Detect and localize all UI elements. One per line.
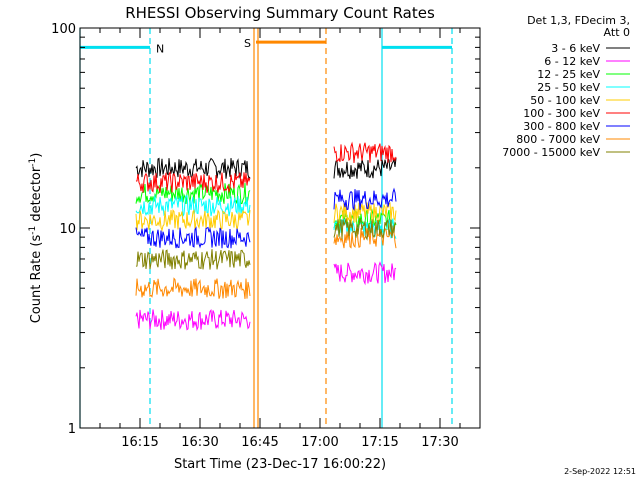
x-tick-label: 16:30 [181,435,218,450]
series-trace [135,194,251,217]
series-trace [333,187,397,212]
series-trace [135,226,251,249]
orbit-bar-label: N [156,42,164,55]
legend-header: Att 0 [604,26,630,39]
legend-entry-label: 50 - 100 keV [530,94,600,107]
y-axis-label-rest: detector [29,166,44,226]
y-axis: 1 10 100 [51,22,480,437]
series-trace [135,182,251,205]
y-tick-label: 10 [59,222,76,237]
series-trace [333,261,397,286]
y-axis-label-sup2: -1 [28,158,38,167]
y-axis-label-sup: -1 [28,226,38,235]
y-axis-label: Count Rate (s-1 detector-1) [28,153,44,324]
legend-entry-label: 100 - 300 keV [523,107,600,120]
y-axis-label-main: Count Rate (s [29,235,44,324]
legend-header: Det 1,3, FDecim 3, [527,14,630,27]
y-tick-label: 1 [68,422,76,437]
series-trace [135,309,251,332]
y-axis-label-end: ) [29,153,44,158]
legend-entry-label: 7000 - 15000 keV [502,146,600,159]
x-tick-label: 17:30 [421,435,458,450]
orbit-bar-label: S [244,37,251,50]
footer-date: 2-Sep-2022 12:51 [564,467,636,476]
legend-entry-label: 800 - 7000 keV [516,133,600,146]
plot-frame [79,27,481,429]
chart-title: RHESSI Observing Summary Count Rates [125,4,435,22]
x-axis-label: Start Time (23-Dec-17 16:00:22) [174,457,386,472]
x-tick-label: 16:15 [121,435,158,450]
series-trace [135,170,251,194]
series-trace [333,218,397,241]
x-tick-label: 17:15 [361,435,398,450]
series-trace [333,202,397,225]
series-trace [333,141,397,164]
series-trace [135,277,251,299]
x-tick-label: 17:00 [301,435,338,450]
series-trace [135,209,251,232]
legend-entry-label: 3 - 6 keV [551,42,600,55]
series-trace [135,249,251,270]
legend-entry-label: 6 - 12 keV [544,55,600,68]
series-trace [135,157,251,179]
legend-entry-label: 12 - 25 keV [537,68,600,81]
x-axis: 16:15 16:30 16:45 17:00 17:15 17:30 [99,28,461,450]
x-tick-label: 16:45 [241,435,278,450]
series-trace [333,227,397,249]
legend-entry-label: 300 - 800 keV [523,120,600,133]
y-tick-label: 100 [51,22,76,37]
legend-entry-label: 25 - 50 keV [537,81,600,94]
series-trace [333,157,397,180]
